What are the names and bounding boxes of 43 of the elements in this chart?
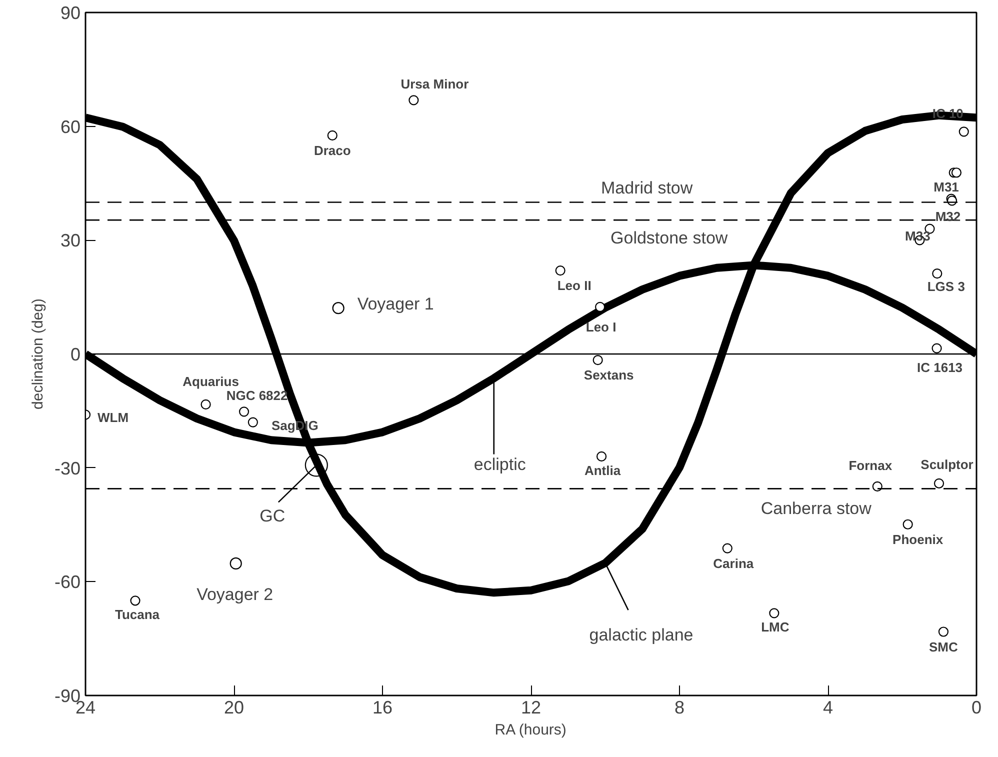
y-tick-label: 0	[70, 344, 81, 364]
annotation: WLM	[98, 410, 129, 426]
annotation: Sculptor	[920, 456, 974, 472]
annotation: Ursa Minor	[400, 76, 469, 92]
ref-line-label: Canberra stow	[760, 499, 872, 518]
y-axis-title: declination (deg)	[29, 298, 46, 410]
annotation: Voyager 1	[357, 294, 434, 314]
annotation: NGC 6822	[226, 388, 288, 404]
annotation: SMC	[929, 639, 959, 654]
annotation: Draco	[314, 142, 351, 158]
y-tick-label: -60	[54, 572, 80, 592]
y-tick-label: 30	[60, 230, 81, 251]
x-tick-label: 20	[224, 698, 244, 718]
x-tick-label: 12	[520, 698, 542, 718]
annotation: Voyager 2	[196, 584, 274, 604]
annotation: Fornax	[848, 458, 893, 473]
annotation: M32	[935, 209, 961, 224]
annotation: M33	[905, 228, 930, 244]
x-tick-label: 4	[822, 698, 834, 718]
annotation: GC	[260, 506, 286, 526]
annotation: IC 1613	[917, 360, 963, 375]
annotation: Phoenix	[892, 532, 944, 547]
y-tick-label: -30	[54, 458, 80, 478]
annotation: LMC	[761, 620, 790, 635]
ref-line-label: Madrid stow	[601, 178, 694, 198]
annotation: ecliptic	[474, 454, 526, 474]
annotation: Leo I	[586, 319, 616, 334]
annotation: Leo II	[557, 278, 592, 294]
x-axis-title: RA (hours)	[494, 722, 566, 738]
annotation: Antlia	[584, 462, 622, 478]
annotation: Carina	[713, 556, 754, 571]
y-tick-label: 90	[60, 3, 81, 23]
x-tick-label: 8	[674, 698, 685, 718]
annotation: Sextans	[584, 368, 634, 383]
annotation: Aquarius	[182, 374, 239, 389]
x-tick-label: 0	[971, 698, 982, 718]
annotation: galactic plane	[589, 626, 694, 645]
x-tick-label: 16	[372, 698, 393, 718]
annotation: LGS 3	[927, 279, 965, 294]
annotation: Tucana	[114, 607, 160, 622]
ref-line-label: Goldstone stow	[610, 228, 728, 248]
y-tick-label: 60	[60, 116, 81, 137]
annotation: M31	[934, 179, 959, 194]
